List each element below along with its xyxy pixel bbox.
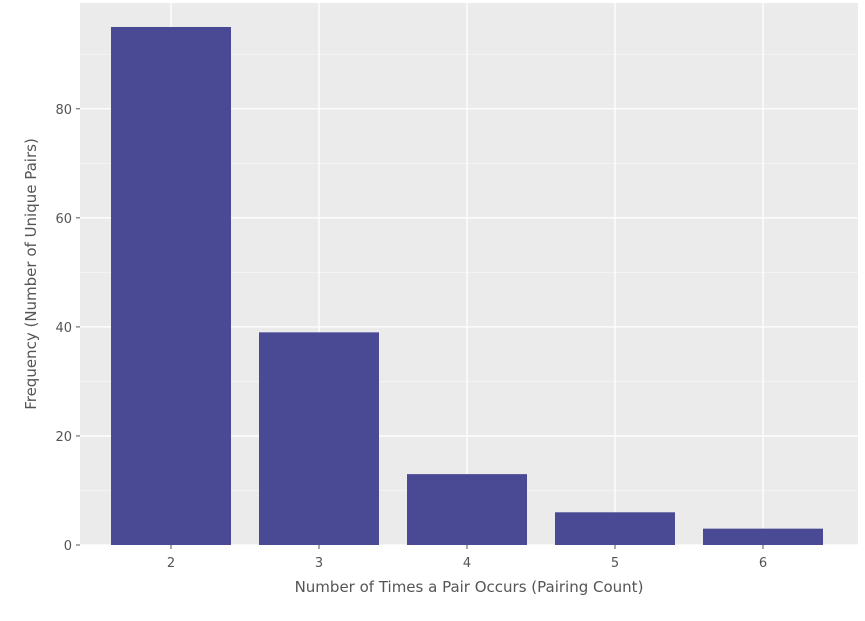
- x-tick-label: 2: [167, 556, 175, 571]
- y-tick-label: 0: [64, 539, 72, 554]
- bar-3: [259, 332, 379, 545]
- x-tick-label: 3: [315, 556, 323, 571]
- bar-4: [407, 474, 527, 545]
- x-axis-ticks: 2 3 4 5 6: [167, 545, 767, 571]
- bar-5: [555, 512, 675, 545]
- y-axis-ticks: 0 20 40 60 80: [55, 103, 80, 554]
- bar-2: [111, 26, 231, 546]
- y-tick-label: 20: [55, 430, 72, 445]
- bar-6: [703, 528, 823, 545]
- x-tick-label: 5: [611, 556, 619, 571]
- y-tick-label: 60: [55, 212, 72, 227]
- y-axis-label: Frequency (Number of Unique Pairs): [22, 138, 40, 410]
- x-axis-label: Number of Times a Pair Occurs (Pairing C…: [295, 578, 644, 596]
- x-tick-label: 6: [759, 556, 767, 571]
- bars: [111, 26, 823, 546]
- y-tick-label: 40: [55, 321, 72, 336]
- x-tick-label: 4: [463, 556, 471, 571]
- y-tick-label: 80: [55, 103, 72, 118]
